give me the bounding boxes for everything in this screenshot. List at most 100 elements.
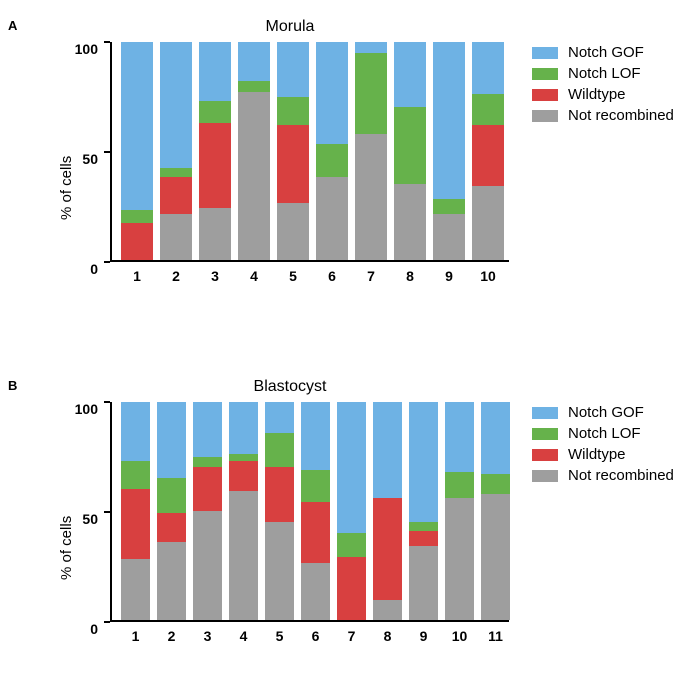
bars-container (112, 42, 509, 260)
bar-segment (301, 402, 330, 470)
bar-segment (121, 223, 153, 260)
legend-label: Wildtype (568, 446, 626, 463)
legend-swatch (532, 449, 558, 461)
bar-group (337, 402, 366, 620)
bar-segment (157, 478, 186, 513)
bar-group (409, 402, 438, 620)
x-tick-label: 2 (168, 628, 176, 644)
bar-segment (301, 563, 330, 620)
bar-segment (433, 199, 465, 214)
x-tick-label: 11 (488, 628, 503, 644)
bar-segment (121, 559, 150, 620)
x-tick-label: 8 (406, 268, 414, 284)
bar-segment (160, 42, 192, 168)
bar-segment (199, 42, 231, 101)
panel-a-plot: 05010012345678910 (110, 42, 509, 262)
bar-group (316, 42, 348, 260)
legend-swatch (532, 47, 558, 59)
legend-label: Notch GOF (568, 44, 644, 61)
x-tick-label: 6 (312, 628, 320, 644)
bar-segment (373, 498, 402, 600)
bar-segment (445, 472, 474, 498)
y-tick (104, 151, 110, 153)
bar-segment (157, 402, 186, 478)
panel-b-legend: Notch GOFNotch LOFWildtypeNot recombined (532, 404, 674, 488)
bar-segment (445, 402, 474, 472)
bar-group (265, 402, 294, 620)
bar-segment (121, 402, 150, 461)
bar-group (433, 42, 465, 260)
x-tick-label: 1 (132, 628, 140, 644)
bar-segment (373, 600, 402, 620)
y-tick-label: 0 (90, 621, 98, 637)
bar-segment (472, 94, 504, 125)
bar-segment (238, 92, 270, 260)
bar-segment (472, 186, 504, 260)
bar-segment (265, 467, 294, 522)
bar-segment (277, 97, 309, 125)
x-tick-label: 6 (328, 268, 336, 284)
legend-item: Notch LOF (532, 65, 674, 82)
bar-segment (121, 489, 150, 559)
x-tick-label: 5 (289, 268, 297, 284)
bars-container (112, 402, 509, 620)
bar-segment (277, 42, 309, 97)
bar-segment (409, 522, 438, 531)
bar-group (199, 42, 231, 260)
panel-b-title: Blastocyst (230, 378, 350, 396)
bar-segment (355, 53, 387, 134)
bar-segment (265, 522, 294, 620)
legend-swatch (532, 428, 558, 440)
y-tick-label: 0 (90, 261, 98, 277)
legend-label: Notch LOF (568, 425, 641, 442)
x-tick-label: 7 (348, 628, 356, 644)
panel-a-title: Morula (230, 18, 350, 36)
bar-segment (121, 210, 153, 223)
bar-segment (472, 42, 504, 94)
bar-segment (238, 81, 270, 92)
legend-item: Notch LOF (532, 425, 674, 442)
bar-segment (193, 511, 222, 620)
bar-group (301, 402, 330, 620)
bar-segment (157, 542, 186, 620)
bar-segment (316, 177, 348, 260)
legend-swatch (532, 68, 558, 80)
panel-a-label: A (8, 18, 17, 33)
bar-segment (277, 203, 309, 260)
bar-segment (409, 531, 438, 546)
y-tick (104, 511, 110, 513)
y-tick-label: 100 (75, 401, 98, 417)
bar-segment (265, 433, 294, 468)
panel-b-plot: 0501001234567891011 (110, 402, 509, 622)
bar-segment (160, 168, 192, 177)
bar-segment (409, 402, 438, 522)
legend-item: Wildtype (532, 446, 674, 463)
y-tick (104, 401, 110, 403)
bar-segment (229, 491, 258, 620)
bar-segment (394, 107, 426, 183)
bar-segment (193, 402, 222, 457)
legend-label: Notch LOF (568, 65, 641, 82)
bar-group (229, 402, 258, 620)
bar-segment (394, 42, 426, 107)
bar-segment (433, 214, 465, 260)
bar-segment (277, 125, 309, 203)
bar-segment (265, 402, 294, 433)
bar-group (373, 402, 402, 620)
bar-segment (337, 533, 366, 557)
bar-segment (394, 184, 426, 260)
bar-segment (481, 494, 510, 620)
bar-segment (337, 402, 366, 533)
bar-segment (472, 125, 504, 186)
bar-segment (199, 208, 231, 260)
bar-segment (121, 42, 153, 210)
bar-segment (238, 42, 270, 81)
y-tick (104, 41, 110, 43)
bar-segment (409, 546, 438, 620)
y-tick-label: 50 (82, 511, 98, 527)
bar-segment (481, 474, 510, 494)
x-tick-label: 2 (172, 268, 180, 284)
bar-group (277, 42, 309, 260)
bar-group (445, 402, 474, 620)
x-tick-label: 5 (276, 628, 284, 644)
